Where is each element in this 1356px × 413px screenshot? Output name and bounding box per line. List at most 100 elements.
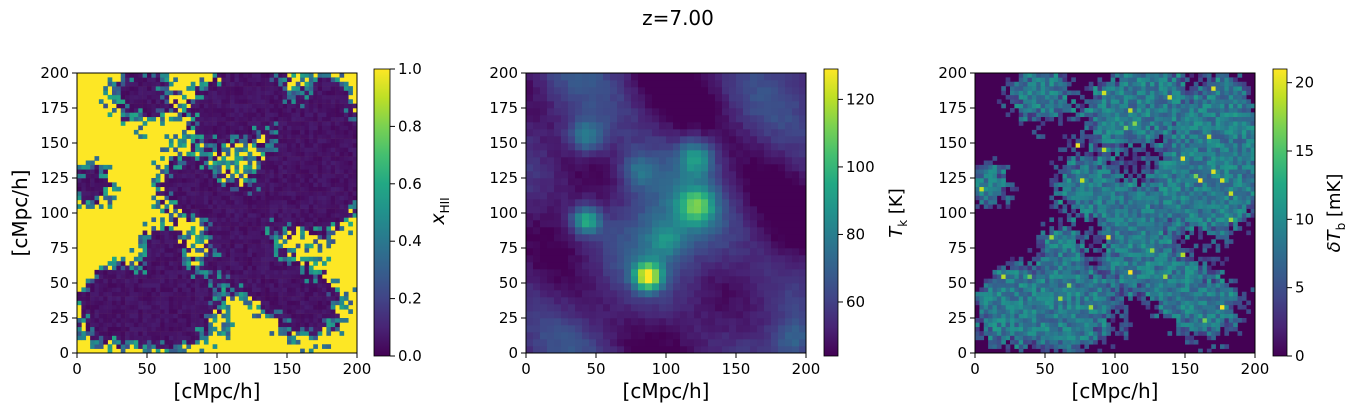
heatmap-cell (247, 191, 253, 196)
heatmap-cell (238, 191, 244, 196)
heatmap-cell (291, 230, 297, 236)
heatmap-cell (177, 269, 183, 275)
heatmap-cell (687, 150, 695, 158)
heatmap-cell (554, 164, 562, 172)
heatmap-cell (247, 243, 253, 249)
heatmap-cell (300, 300, 305, 306)
heatmap-cell (596, 318, 604, 326)
heatmap-cell (582, 171, 590, 179)
heatmap-cell (186, 256, 192, 262)
heatmap-cell (680, 213, 688, 221)
heatmap-cell (168, 269, 174, 275)
heatmap-cell (186, 230, 192, 236)
heatmap-cell (1014, 309, 1020, 314)
heatmap-cell (589, 318, 597, 326)
heatmap-cell (291, 274, 297, 279)
heatmap-cell (1123, 309, 1129, 314)
heatmap-cell (568, 346, 576, 354)
heatmap-cell (339, 86, 345, 91)
heatmap-cell (147, 326, 152, 332)
heatmap-cell (212, 90, 218, 96)
heatmap-cell (701, 115, 709, 123)
heatmap-cell (182, 283, 187, 288)
heatmap-cell (230, 274, 235, 279)
heatmap-cell (652, 213, 660, 221)
heatmap-cell (287, 90, 292, 96)
heatmap-cell (182, 318, 187, 323)
heatmap-cell (287, 173, 292, 179)
heatmap-cell (282, 208, 288, 214)
heatmap-cell (568, 143, 576, 151)
heatmap-cell (1097, 313, 1103, 319)
heatmap-cell (107, 309, 113, 314)
heatmap-cell (596, 255, 604, 263)
heatmap-cell (596, 241, 604, 249)
heatmap-cell (291, 121, 297, 126)
heatmap-cell (322, 208, 327, 214)
heatmap-cell (568, 206, 576, 214)
heatmap-cell (1058, 304, 1063, 310)
heatmap-cell (291, 164, 297, 170)
heatmap-cell (582, 346, 590, 354)
heatmap-cell (217, 217, 222, 223)
heatmap-cell (757, 241, 765, 249)
heatmap-cell (317, 287, 323, 293)
heatmap-cells (975, 73, 1256, 354)
heatmap-cell (225, 252, 231, 258)
heatmap-cell (659, 325, 667, 333)
y-tick-label: 25 (499, 309, 518, 327)
heatmap-cell (1215, 313, 1221, 319)
heatmap-cell (1036, 339, 1041, 345)
heatmap-cell (1066, 348, 1072, 354)
heatmap-cell (182, 160, 187, 166)
heatmap-cell (112, 322, 117, 328)
heatmap-cell (203, 156, 209, 161)
heatmap-cell (85, 191, 91, 196)
heatmap-cell (694, 283, 702, 291)
heatmap-cell (168, 213, 174, 218)
heatmap-cell (164, 186, 170, 192)
heatmap-cell (173, 322, 178, 328)
heatmap-cell (743, 157, 751, 165)
heatmap-cell (107, 326, 113, 332)
heatmap-cell (221, 261, 227, 266)
heatmap-cell (265, 73, 270, 78)
heatmap-cell (186, 287, 192, 293)
heatmap-cell (1053, 339, 1059, 345)
heatmap-cell (147, 103, 152, 109)
heatmap-cell (278, 147, 283, 153)
heatmap-cell (764, 101, 772, 109)
heatmap-cell (554, 171, 562, 179)
heatmap-cell (659, 318, 667, 326)
heatmap-cell (195, 125, 200, 131)
heatmap-cell (610, 297, 618, 305)
heatmap-cell (252, 195, 257, 201)
heatmap-cell (269, 261, 275, 266)
heatmap-cell (107, 204, 113, 209)
heatmap-cell (199, 265, 205, 271)
heatmap-cell (168, 339, 174, 345)
heatmap-cell (1093, 331, 1098, 336)
heatmap-cell (287, 213, 292, 218)
heatmap-cell (659, 255, 667, 263)
heatmap-cell (217, 169, 222, 174)
heatmap-cell (112, 256, 117, 262)
heatmap-cell (195, 169, 200, 174)
heatmap-cell (624, 227, 632, 235)
heatmap-cell (225, 204, 231, 209)
heatmap-cell (589, 185, 597, 193)
heatmap-cell (308, 221, 314, 227)
heatmap-cell (155, 283, 161, 288)
heatmap-cell (673, 318, 681, 326)
heatmap-cell (617, 255, 625, 263)
heatmap-cell (291, 256, 297, 262)
heatmap-cell (617, 157, 625, 165)
heatmap-cell (234, 265, 240, 271)
heatmap-cell (252, 138, 257, 144)
heatmap-cell (155, 239, 161, 244)
heatmap-cell (273, 178, 279, 183)
heatmap-cell (125, 344, 130, 349)
heatmap-cell (778, 122, 786, 130)
heatmap-cell (979, 335, 985, 341)
heatmap-cell (182, 313, 187, 319)
